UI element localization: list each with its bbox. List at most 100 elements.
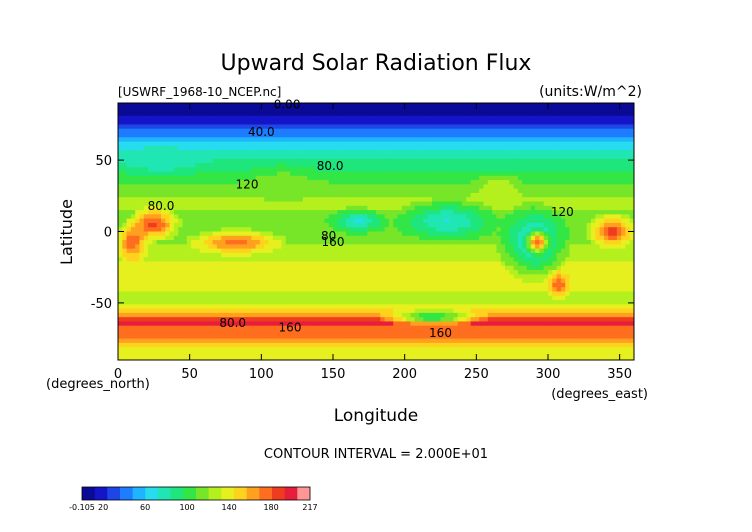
heatmap-cell <box>586 107 592 113</box>
heatmap-cell <box>556 270 562 275</box>
heatmap-cell <box>345 227 351 233</box>
heatmap-cell <box>380 115 386 121</box>
heatmap-cell <box>440 137 446 143</box>
heatmap-cell <box>165 265 171 271</box>
heatmap-cell <box>358 171 364 177</box>
heatmap-cell <box>255 180 261 185</box>
heatmap-cell <box>380 141 386 147</box>
heatmap-cell <box>393 150 399 155</box>
heatmap-cell <box>376 124 381 130</box>
heatmap-cell <box>212 115 218 121</box>
heatmap-cell <box>139 175 145 181</box>
heatmap-cell <box>156 171 162 177</box>
heatmap-cell <box>173 274 179 280</box>
heatmap-cell <box>281 188 287 194</box>
heatmap-cell <box>388 227 394 233</box>
heatmap-cell <box>118 252 123 258</box>
heatmap-cell <box>586 265 592 271</box>
heatmap-cell <box>371 218 377 224</box>
heatmap-cell <box>578 214 583 220</box>
heatmap-cell <box>388 205 394 211</box>
heatmap-cell <box>500 222 506 228</box>
heatmap-cell <box>315 205 321 211</box>
heatmap-cell <box>522 128 528 134</box>
heatmap-cell <box>492 274 497 280</box>
heatmap-cell <box>298 158 304 164</box>
heatmap-cell <box>414 192 420 198</box>
heatmap-cell <box>195 214 201 220</box>
heatmap-cell <box>419 120 424 126</box>
heatmap-cell <box>483 184 489 190</box>
heatmap-cell <box>247 115 252 121</box>
heatmap-cell <box>298 137 304 143</box>
heatmap-cell <box>135 171 141 177</box>
heatmap-cell <box>247 210 252 215</box>
heatmap-cell <box>350 240 356 245</box>
heatmap-cell <box>229 278 235 284</box>
heatmap-cell <box>565 180 571 185</box>
heatmap-cell <box>277 265 282 271</box>
heatmap-cell <box>582 137 588 143</box>
heatmap-cell <box>380 252 386 258</box>
heatmap-cell <box>552 180 558 185</box>
heatmap-cell <box>186 150 192 155</box>
heatmap-cell <box>225 141 231 147</box>
heatmap-cell <box>625 184 631 190</box>
heatmap-cell <box>216 115 222 121</box>
heatmap-cell <box>182 150 188 155</box>
heatmap-cell <box>457 154 463 160</box>
heatmap-cell <box>328 103 334 108</box>
heatmap-cell <box>419 145 424 151</box>
heatmap-cell <box>350 210 356 215</box>
heatmap-cell <box>629 111 634 117</box>
heatmap-cell <box>483 115 489 121</box>
heatmap-cell <box>388 141 394 147</box>
heatmap-cell <box>410 197 416 203</box>
heatmap-cell <box>298 150 304 155</box>
heatmap-cell <box>431 205 437 211</box>
heatmap-cell <box>148 115 153 121</box>
heatmap-cell <box>436 132 442 138</box>
heatmap-cell <box>156 197 162 203</box>
heatmap-cell <box>595 222 601 228</box>
heatmap-cell <box>470 188 476 194</box>
heatmap-cell <box>552 175 558 181</box>
heatmap-cell <box>277 175 282 181</box>
heatmap-cell <box>358 137 364 143</box>
heatmap-cell <box>560 184 566 190</box>
heatmap-cell <box>358 278 364 284</box>
heatmap-cell <box>543 175 549 181</box>
heatmap-cell <box>466 175 472 181</box>
heatmap-cell <box>354 201 360 207</box>
heatmap-cell <box>281 261 287 267</box>
heatmap-cell <box>483 180 489 185</box>
heatmap-cell <box>169 248 175 254</box>
heatmap-cell <box>221 120 227 126</box>
heatmap-cell <box>556 205 562 211</box>
heatmap-cell <box>139 278 145 284</box>
heatmap-cell <box>629 175 634 181</box>
heatmap-cell <box>358 227 364 233</box>
heatmap-cell <box>380 184 386 190</box>
heatmap-cell <box>380 158 386 164</box>
heatmap-cell <box>565 265 571 271</box>
heatmap-cell <box>328 240 334 245</box>
heatmap-cell <box>526 175 532 181</box>
heatmap-cell <box>522 205 528 211</box>
heatmap-cell <box>608 265 614 271</box>
heatmap-cell <box>625 111 631 117</box>
heatmap-cell <box>238 111 244 117</box>
heatmap-cell <box>410 128 416 134</box>
heatmap-cell <box>307 167 313 173</box>
heatmap-cell <box>126 278 132 284</box>
heatmap-cell <box>440 162 446 168</box>
heatmap-cell <box>255 154 261 160</box>
heatmap-cell <box>290 184 295 190</box>
heatmap-cell <box>552 132 558 138</box>
heatmap-cell <box>436 201 442 207</box>
heatmap-cell <box>591 175 596 181</box>
heatmap-cell <box>603 154 609 160</box>
heatmap-cell <box>612 124 618 130</box>
heatmap-cell <box>238 180 244 185</box>
